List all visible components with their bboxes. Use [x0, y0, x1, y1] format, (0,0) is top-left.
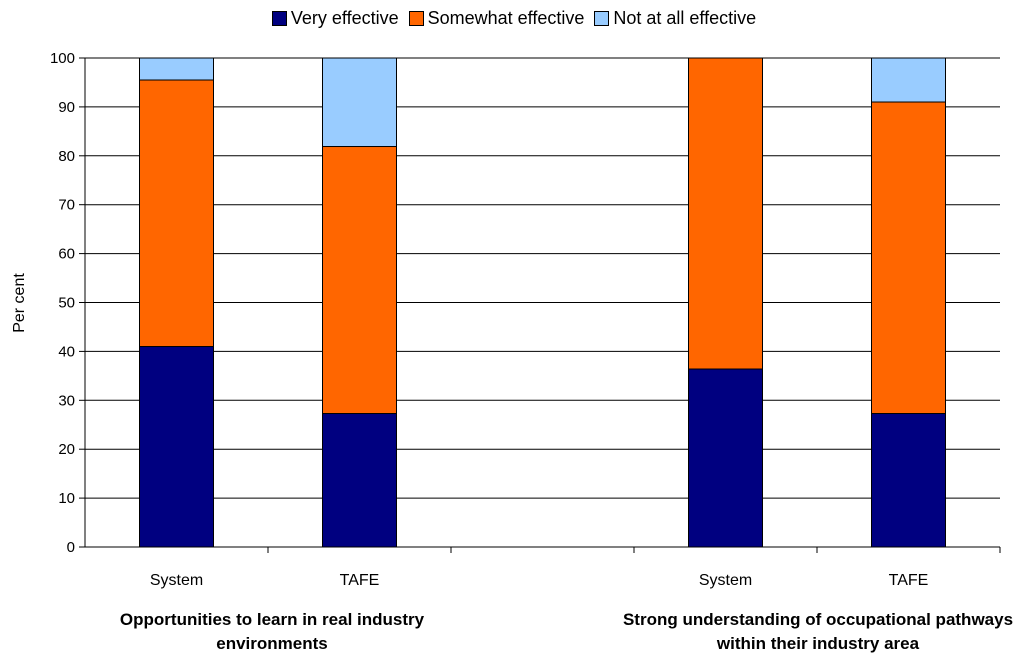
x-tick-label: TAFE — [889, 572, 929, 589]
legend-item-very-effective: Very effective — [271, 8, 399, 29]
x-tick-label: TAFE — [340, 572, 380, 589]
bars — [139, 57, 946, 548]
y-tick-labels: 0 10 20 30 40 50 60 70 80 90 100 — [50, 50, 75, 556]
stacked-bar-chart: 0 10 20 30 40 50 60 70 80 90 100 System TAFE System T… — [11, 50, 1001, 589]
bar-very-effective — [322, 413, 397, 548]
group-label-opportunities: Opportunities to learn in real industry … — [119, 610, 425, 653]
gridlines — [85, 57, 1000, 499]
legend-swatch-very-effective — [271, 11, 287, 26]
y-tick-label: 10 — [58, 490, 75, 507]
bar-very-effective — [871, 413, 946, 548]
y-tick-label: 80 — [58, 148, 75, 165]
y-tick-label: 60 — [58, 246, 75, 263]
legend-swatch-not-at-all-effective — [594, 11, 610, 26]
y-tick-label: 90 — [58, 99, 75, 116]
legend-label-not-at-all-effective: Not at all effective — [613, 8, 757, 28]
y-tick-label: 40 — [58, 343, 75, 360]
y-tick-label: 50 — [58, 295, 75, 312]
y-tick-label: 20 — [58, 441, 75, 458]
x-tick-labels: System TAFE System TAFE — [150, 572, 929, 589]
legend: Very effective Somewhat effective Not at… — [0, 8, 1028, 29]
legend-swatch-somewhat-effective — [408, 11, 424, 26]
bar-not-at-all-effective — [322, 57, 397, 148]
y-tick-label: 30 — [58, 392, 75, 409]
bar-very-effective — [139, 346, 214, 548]
group-label-occupational-pathways: Strong understanding of occupational pat… — [622, 610, 1014, 653]
y-tick-label: 100 — [50, 50, 75, 67]
bar-very-effective — [688, 368, 763, 548]
legend-item-somewhat-effective: Somewhat effective — [408, 8, 585, 29]
y-tick-label: 70 — [58, 197, 75, 214]
legend-item-not-at-all-effective: Not at all effective — [594, 8, 756, 29]
bar-not-at-all-effective — [871, 57, 946, 103]
legend-label-somewhat-effective: Somewhat effective — [427, 8, 585, 28]
bar-somewhat-effective — [139, 79, 214, 348]
bar-not-at-all-effective — [139, 57, 214, 81]
x-tick-label: System — [150, 572, 203, 589]
bar-somewhat-effective — [871, 101, 946, 415]
axes — [79, 57, 1001, 553]
x-tick-label: System — [699, 572, 752, 589]
y-axis-title: Per cent — [11, 273, 28, 333]
legend-label-very-effective: Very effective — [290, 8, 399, 28]
bar-somewhat-effective — [322, 146, 397, 415]
bar-somewhat-effective — [688, 57, 763, 370]
y-tick-label: 0 — [67, 539, 75, 556]
